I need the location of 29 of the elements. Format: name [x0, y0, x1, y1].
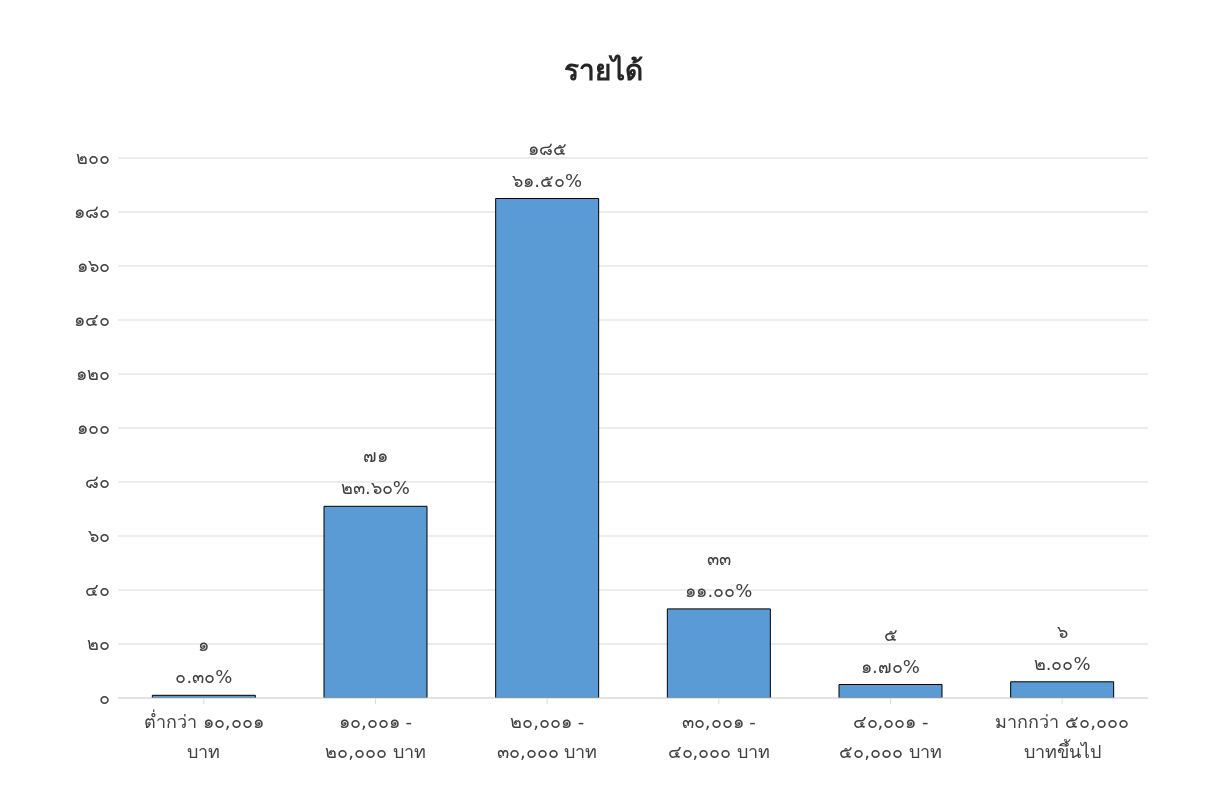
y-tick-label: ๒๐: [87, 633, 110, 655]
x-tick-label: ๔๐,๐๐๑ - ๕๐,๐๐๐ บาท: [839, 711, 942, 762]
x-tick-label: ต่ำกว่า ๑๐,๐๐๑ บาท: [144, 709, 264, 762]
y-tick-label: ๑๔๐: [74, 309, 110, 331]
data-label: ๗๑ ๒๓.๖๐%: [341, 445, 410, 499]
x-tick-label: มากกว่า ๕๐,๐๐๐ บาทขึ้นไป: [995, 711, 1129, 762]
bar: [1010, 681, 1115, 698]
bar: [666, 608, 771, 698]
y-tick-label: ๖๐: [88, 525, 110, 547]
data-label: ๑ ๐.๓๐%: [175, 634, 233, 688]
bar: [495, 198, 600, 698]
y-tick-label: ๔๐: [85, 579, 110, 601]
y-tick-label: ๑๖๐: [77, 255, 110, 277]
y-tick-label: ๒๐๐: [76, 147, 110, 169]
y-tick-label: ๑๐๐: [77, 417, 110, 439]
x-tick-label: ๓๐,๐๐๑ - ๔๐,๐๐๐ บาท: [667, 711, 771, 762]
bar: [838, 684, 943, 698]
data-label: ๑๘๕ ๖๑.๕๐%: [512, 137, 583, 191]
y-tick-label: ๐: [99, 687, 110, 709]
x-tick-label: ๑๐,๐๐๑ - ๒๐,๐๐๐ บาท: [325, 711, 426, 762]
bar: [323, 505, 428, 698]
y-tick-label: ๑๘๐: [74, 201, 110, 223]
data-label: ๓๓ ๑๑.๐๐%: [685, 547, 753, 601]
y-tick-label: ๑๒๐: [76, 363, 110, 385]
x-tick-label: ๒๐,๐๐๑ - ๓๐,๐๐๐ บาท: [496, 711, 598, 762]
data-label: ๖ ๒.๐๐%: [1033, 620, 1091, 674]
y-tick-label: ๘๐: [85, 471, 110, 493]
data-label: ๕ ๑.๗๐%: [861, 623, 920, 677]
chart-title: รายได้: [562, 53, 644, 89]
